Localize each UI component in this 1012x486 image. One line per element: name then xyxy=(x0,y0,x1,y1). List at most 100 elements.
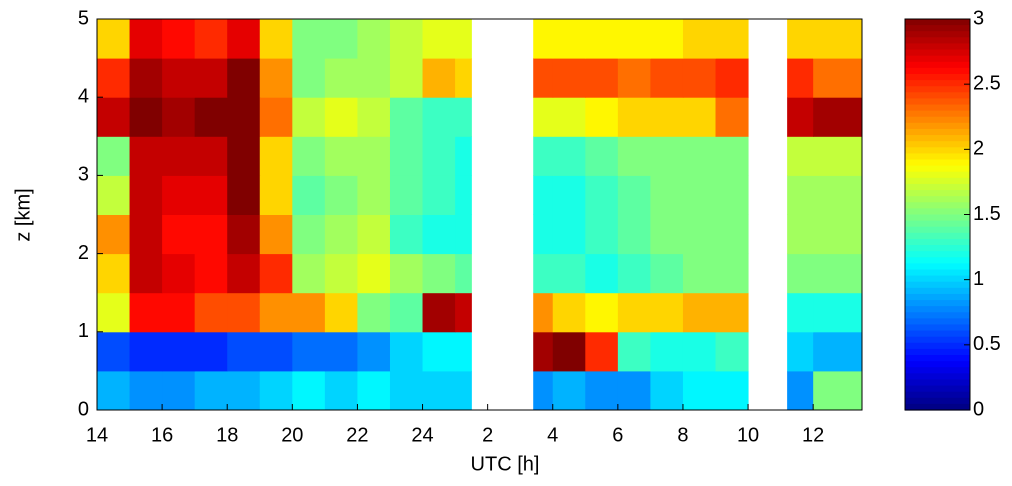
colorbar-swatch xyxy=(905,202,970,209)
heatmap-cell xyxy=(533,331,554,372)
heatmap-cell xyxy=(533,370,554,411)
colorbar-swatch xyxy=(905,312,970,319)
colorbar-swatch xyxy=(905,190,970,197)
heatmap-cell xyxy=(533,19,554,59)
x-tick-label: 22 xyxy=(346,424,368,446)
colorbar-swatch xyxy=(905,330,970,338)
heatmap-cell xyxy=(389,214,424,255)
colorbar-swatch xyxy=(905,67,970,75)
heatmap-cell xyxy=(97,214,131,255)
colorbar-swatch xyxy=(905,43,970,51)
heatmap-cell xyxy=(259,58,293,98)
heatmap-cell xyxy=(259,175,293,215)
heatmap-cell xyxy=(97,97,131,137)
heatmap-cell xyxy=(162,97,196,137)
heatmap-cell xyxy=(227,136,261,176)
heatmap-cell xyxy=(552,58,586,98)
heatmap-cell xyxy=(422,19,456,59)
heatmap-cell xyxy=(552,136,586,176)
colorbar-swatch xyxy=(905,128,970,136)
heatmap-cell xyxy=(357,214,391,255)
heatmap-cell xyxy=(162,19,196,59)
colorbar-tick-label: 3 xyxy=(973,7,984,29)
heatmap-cell xyxy=(682,97,717,137)
heatmap-cell xyxy=(617,19,651,59)
y-tick-label: 5 xyxy=(78,7,89,29)
colorbar-swatch xyxy=(905,196,970,203)
heatmap-cell xyxy=(787,253,814,294)
heatmap-cell xyxy=(194,175,228,215)
heatmap-cell xyxy=(422,175,456,215)
heatmap-cell xyxy=(162,253,196,294)
heatmap-cell xyxy=(129,214,163,255)
heatmap-cell xyxy=(617,97,651,137)
colorbar-swatch xyxy=(905,208,970,216)
heatmap-cell xyxy=(422,292,456,333)
heatmap-cell xyxy=(787,19,814,59)
heatmap-cell xyxy=(650,19,684,59)
colorbar-swatch xyxy=(905,251,970,258)
x-tick-label: 4 xyxy=(547,424,558,446)
heatmap-cell xyxy=(715,214,749,255)
heatmap-cell xyxy=(389,331,424,372)
heatmap-cell xyxy=(129,253,163,294)
heatmap-cell xyxy=(682,370,717,411)
heatmap-cell xyxy=(813,97,863,137)
colorbar-swatch xyxy=(905,153,970,161)
heatmap-cell xyxy=(552,253,586,294)
heatmap-cell xyxy=(813,214,863,255)
heatmap-cell xyxy=(97,370,131,411)
colorbar-swatch xyxy=(905,269,970,277)
colorbar-swatch xyxy=(905,98,970,106)
colorbar-swatch xyxy=(905,220,970,228)
colorbar-swatch xyxy=(905,373,970,381)
x-tick-label: 16 xyxy=(151,424,173,446)
colorbar-swatch xyxy=(905,306,970,313)
heatmap-cell xyxy=(813,175,863,215)
heatmap-cell xyxy=(357,58,391,98)
heatmap-cell xyxy=(259,19,293,59)
heatmap-cell xyxy=(292,58,326,98)
heatmap-cell xyxy=(455,214,472,255)
heatmap-cell xyxy=(650,136,684,176)
heatmap-cell xyxy=(357,253,391,294)
heatmap-cell xyxy=(650,292,684,333)
colorbar-swatch xyxy=(905,80,970,87)
heatmap-cell xyxy=(422,136,456,176)
heatmap-cell xyxy=(650,370,684,411)
heatmap-cell xyxy=(617,370,651,411)
heatmap-cell xyxy=(455,175,472,215)
heatmap-cell xyxy=(194,292,228,333)
heatmap-cell xyxy=(715,19,749,59)
colorbar-swatch xyxy=(905,183,970,191)
heatmap-cell xyxy=(324,97,358,137)
heatmap-cell xyxy=(552,97,586,137)
heatmap-cell xyxy=(292,136,326,176)
heatmap-cell xyxy=(162,292,196,333)
colorbar-swatch xyxy=(905,391,970,399)
heatmap-cell xyxy=(194,19,228,59)
heatmap-cell xyxy=(324,331,358,372)
heatmap-cell xyxy=(715,175,749,215)
heatmap-cell xyxy=(715,58,749,98)
heatmap-cell xyxy=(389,97,424,137)
colorbar-tick-label: 2.5 xyxy=(973,72,1001,94)
colorbar-swatch xyxy=(905,110,970,118)
heatmap-cell xyxy=(455,97,472,137)
colorbar-swatch xyxy=(905,275,970,283)
colorbar-swatch xyxy=(905,379,970,387)
heatmap-cell xyxy=(227,19,261,59)
x-axis-label: UTC [h] xyxy=(471,453,540,475)
colorbar-swatch xyxy=(905,397,970,405)
heatmap-cell xyxy=(389,292,424,333)
y-axis-label: z [km] xyxy=(12,188,34,241)
colorbar-swatch xyxy=(905,361,970,368)
heatmap-cell xyxy=(389,19,424,59)
heatmap-cell xyxy=(389,370,424,411)
heatmap-cell xyxy=(97,175,131,215)
colorbar-swatch xyxy=(905,281,970,289)
heatmap-cell xyxy=(324,136,358,176)
heatmap-cell xyxy=(357,292,391,333)
heatmap-cell xyxy=(552,370,586,411)
heatmap-cell xyxy=(650,214,684,255)
